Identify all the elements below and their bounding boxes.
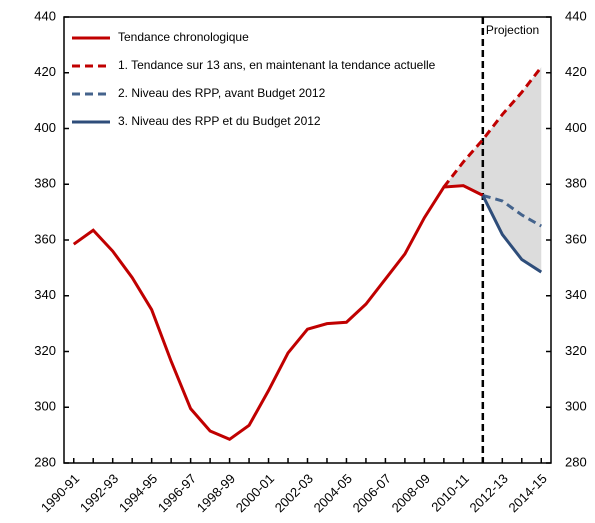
y-tick-label: 300	[34, 399, 56, 414]
projection-range	[443, 67, 542, 273]
y2-tick-label: 280	[565, 454, 587, 469]
x-tick-label: 1998-99	[194, 471, 238, 515]
y-tick-label: 440	[34, 8, 56, 23]
legend-label: 1. Tendance sur 13 ans, en maintenant la…	[118, 58, 436, 72]
x-tick-label: 1992-93	[77, 471, 121, 515]
series-line	[442, 66, 543, 188]
x-tick-label: 2014-15	[505, 471, 549, 515]
y2-tick-label: 420	[565, 64, 587, 79]
series-line	[72, 184, 484, 442]
series-line	[482, 193, 543, 228]
y2-tick-label: 360	[565, 231, 587, 246]
y-tick-label: 280	[34, 454, 56, 469]
x-tick-label: 2006-07	[350, 471, 394, 515]
legend-label: 2. Niveau des RPP, avant Budget 2012	[118, 86, 326, 100]
y-tick-label: 360	[34, 231, 56, 246]
y2-tick-label: 300	[565, 399, 587, 414]
projection-label: Projection	[486, 23, 539, 37]
x-tick-label: 2002-03	[272, 471, 316, 515]
y-tick-label: 380	[34, 176, 56, 191]
x-tick-label: 2000-01	[233, 471, 277, 515]
series-line	[481, 194, 543, 274]
y2-tick-label: 380	[565, 176, 587, 191]
y-tick-label: 340	[34, 287, 56, 302]
y2-tick-label: 440	[565, 8, 587, 23]
legend-label: Tendance chronologique	[118, 30, 249, 44]
x-tick-label: 2004-05	[311, 471, 355, 515]
x-tick-label: 2012-13	[467, 471, 511, 515]
x-tick-label: 2008-09	[389, 471, 433, 515]
x-tick-label: 2010-11	[428, 471, 472, 515]
y2-tick-label: 340	[565, 287, 587, 302]
x-tick-label: 1994-95	[116, 471, 160, 515]
plot-frame	[63, 16, 552, 464]
y-tick-label: 420	[34, 64, 56, 79]
x-tick-label: 1990-91	[38, 471, 82, 515]
y-tick-label: 320	[34, 343, 56, 358]
x-tick-label: 1996-97	[155, 471, 199, 515]
legend-label: 3. Niveau des RPP et du Budget 2012	[118, 114, 321, 128]
y2-tick-label: 400	[565, 120, 587, 135]
y-tick-label: 400	[34, 120, 56, 135]
y2-tick-label: 320	[565, 343, 587, 358]
